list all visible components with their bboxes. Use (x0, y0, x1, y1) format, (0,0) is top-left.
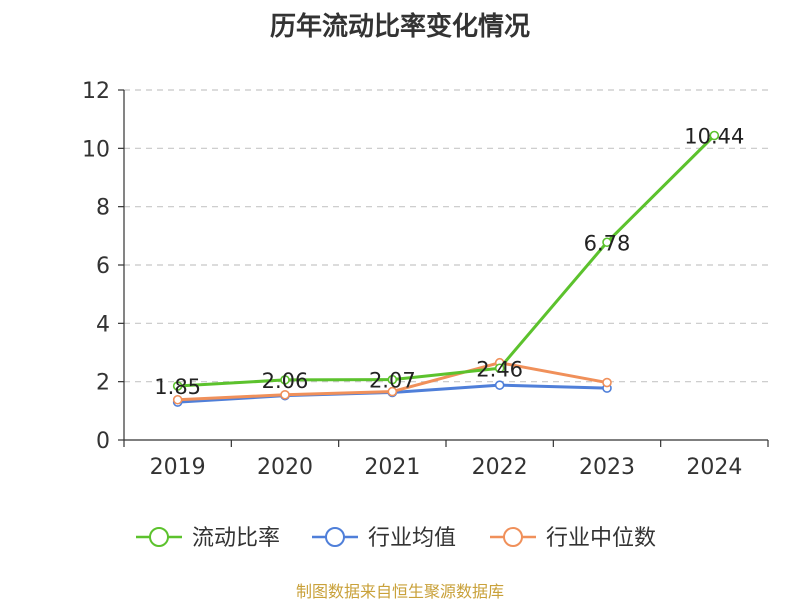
chart-title: 历年流动比率变化情况 (269, 12, 530, 42)
tick-labels: 0 2 4 6 8 10 12 2019 2020 2021 2022 2023 2024 (82, 79, 742, 480)
data-label: 2.46 (476, 357, 523, 381)
source-note: 制图数据来自恒生聚源数据库 (295, 582, 504, 601)
x-tick-label: 2020 (257, 455, 313, 480)
x-tick-label: 2019 (150, 455, 206, 480)
y-tick-label: 6 (96, 254, 110, 279)
data-point (602, 237, 612, 248)
legend-label-1: 行业均值 (368, 526, 456, 551)
data-point (280, 375, 290, 385)
legend-marker-0 (149, 527, 169, 547)
legend: 流动比率 行业均值 行业中位数 (136, 526, 656, 551)
series-group (172, 130, 720, 407)
data-label: 10.44 (684, 125, 744, 149)
y-tick-label: 4 (96, 312, 110, 337)
data-point (602, 377, 612, 388)
grid-lines (124, 89, 768, 383)
y-tick-label: 2 (96, 371, 110, 396)
data-label: 1.85 (154, 375, 201, 399)
axes (118, 89, 769, 447)
x-tick-label: 2024 (686, 455, 742, 480)
data-label: 2.06 (262, 369, 309, 393)
x-tick-label: 2021 (364, 455, 420, 480)
data-point (280, 389, 290, 400)
legend-label-0: 流动比率 (192, 526, 280, 551)
data-point (172, 394, 183, 405)
x-tick-label: 2023 (579, 455, 635, 480)
legend-label-2: 行业中位数 (546, 526, 656, 551)
data-point (387, 386, 398, 397)
data-label: 6.78 (584, 231, 631, 255)
data-labels: 1.85 2.06 2.07 2.46 6.78 10.44 (154, 125, 744, 400)
y-tick-label: 12 (82, 79, 110, 104)
data-point (387, 374, 398, 385)
y-tick-label: 10 (82, 137, 110, 162)
data-point (172, 381, 183, 391)
x-tick-label: 2022 (472, 455, 528, 480)
data-point (494, 363, 505, 374)
series-line-0 (177, 134, 716, 388)
data-point (709, 130, 720, 141)
y-tick-label: 0 (96, 429, 110, 454)
legend-marker-2 (503, 527, 523, 547)
data-point (494, 380, 505, 390)
legend-marker-1 (325, 527, 345, 547)
y-tick-label: 8 (96, 196, 110, 221)
data-label: 2.07 (369, 369, 416, 393)
